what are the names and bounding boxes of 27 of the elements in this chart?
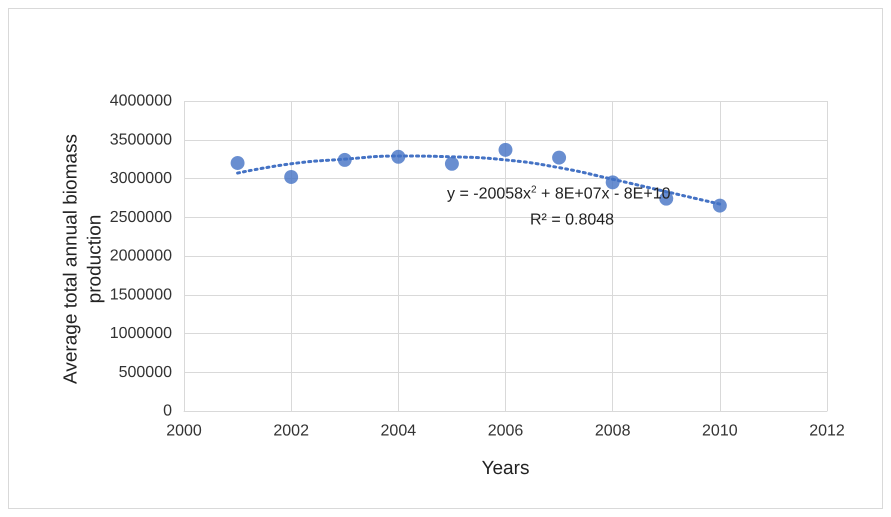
point	[284, 170, 298, 184]
y-tick-label: 3000000	[110, 170, 172, 187]
point	[552, 150, 566, 165]
x-axis-title: Years	[482, 458, 530, 479]
y-tick-label: 500000	[118, 364, 172, 381]
y-tick-label: 2000000	[110, 248, 172, 264]
x-tick-label: 2004	[380, 422, 416, 440]
y-tick-label: 0	[163, 402, 172, 420]
y-tick-label: 4000000	[110, 92, 172, 110]
point	[338, 152, 352, 167]
annotation: R² = 0.8048	[530, 212, 614, 228]
point	[230, 156, 245, 170]
point	[444, 156, 459, 171]
x-tick-label: 2010	[702, 422, 738, 440]
point	[712, 198, 727, 213]
x-tick-label: 2012	[809, 422, 845, 440]
x-tick-label: 2002	[273, 422, 310, 440]
x-tick-label: 2000	[166, 422, 202, 440]
y-tick-label: 1500000	[110, 286, 172, 304]
y-axis-title: Average total annual biomass production	[60, 134, 106, 384]
x-tick-label: 2006	[488, 422, 524, 440]
point	[391, 150, 406, 164]
x-tick-label: 2008	[594, 422, 631, 440]
point	[498, 142, 512, 157]
y-tick-label: 3500000	[110, 131, 172, 148]
y-tick-label: 2500000	[110, 208, 172, 226]
y-tick-label: 1000000	[110, 325, 172, 342]
